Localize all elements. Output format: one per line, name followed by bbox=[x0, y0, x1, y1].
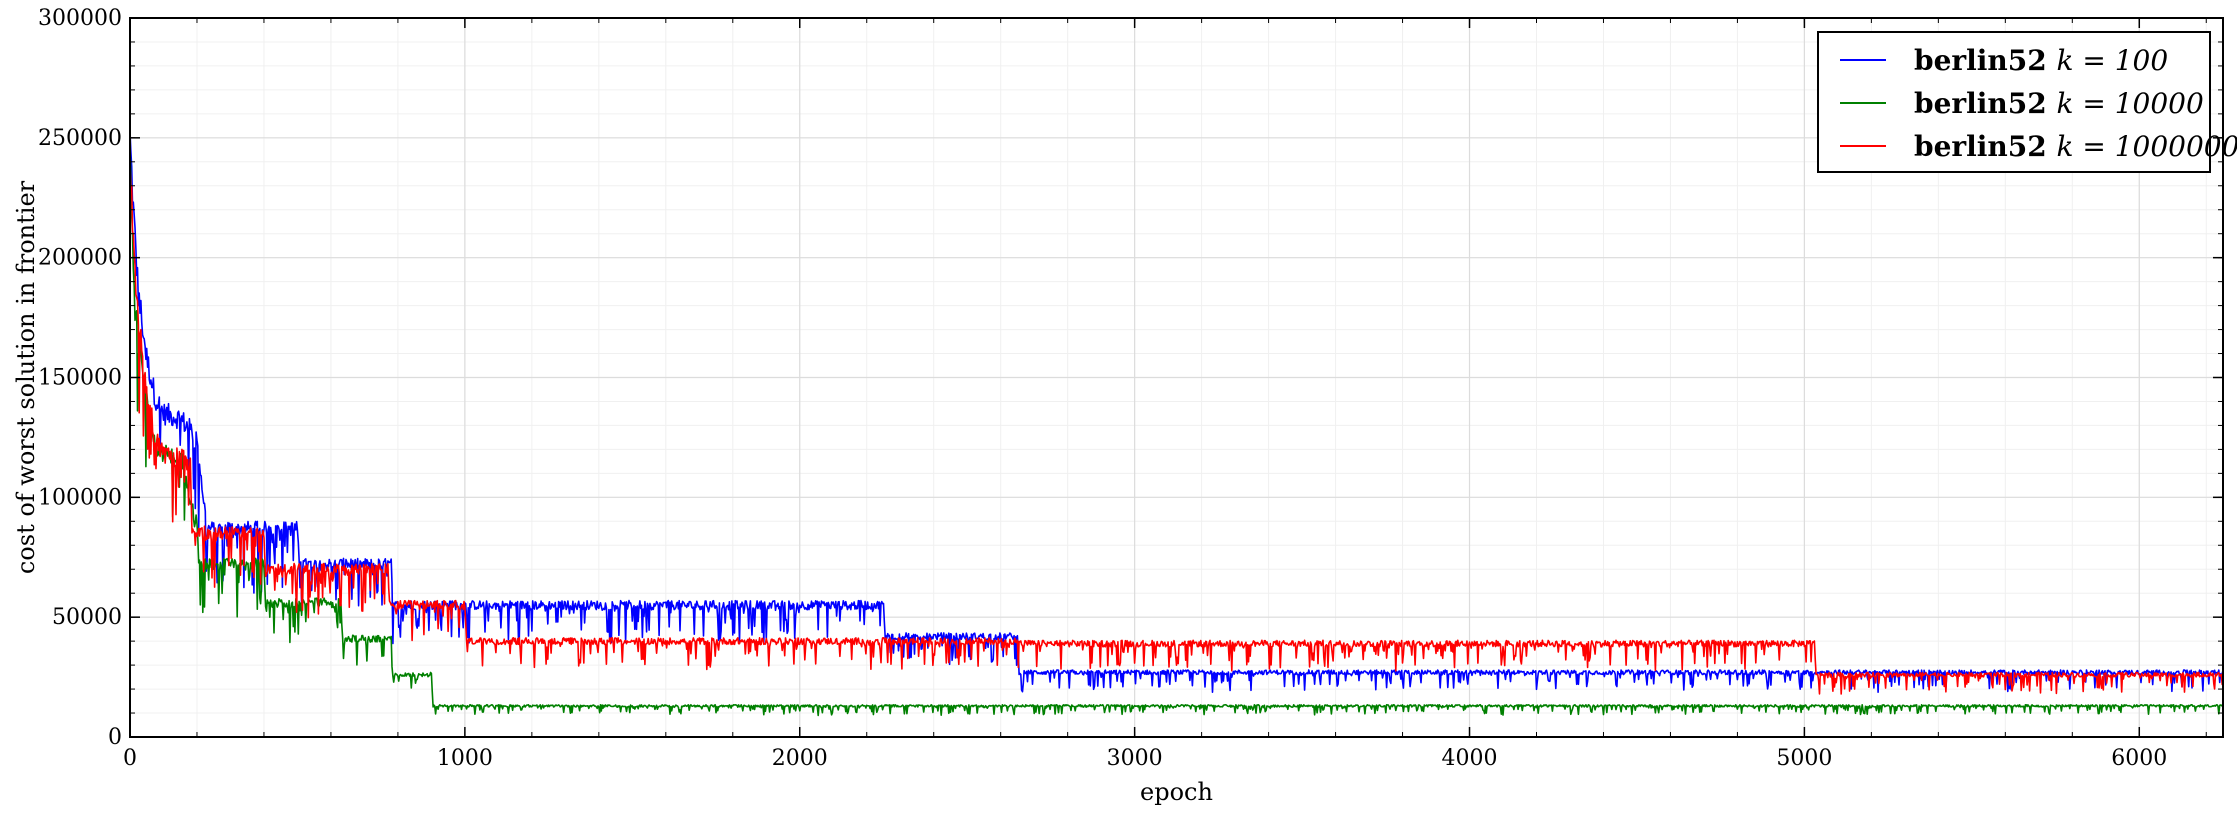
y-tick-label: 200000 bbox=[38, 246, 122, 271]
legend-label-name: berlin52 bbox=[1914, 44, 2057, 77]
y-tick-labels: 0 50000 100000 150000 200000 250000 300000 bbox=[38, 6, 122, 750]
x-tick-label: 3000 bbox=[1107, 746, 1163, 771]
x-tick-label: 6000 bbox=[2111, 746, 2167, 771]
y-tick-label: 0 bbox=[108, 725, 122, 750]
legend-label-name: berlin52 bbox=[1914, 130, 2057, 163]
legend-label-name: berlin52 bbox=[1914, 87, 2057, 120]
legend-label-param: k = 10000 bbox=[2057, 87, 2204, 120]
y-tick-label: 50000 bbox=[52, 605, 122, 630]
x-tick-labels: 0 1000 2000 3000 4000 5000 6000 bbox=[123, 746, 2167, 771]
series-line-1 bbox=[130, 144, 2223, 717]
y-tick-label: 250000 bbox=[38, 126, 122, 151]
x-axis-label: epoch bbox=[1140, 778, 1213, 806]
legend-label-param: k = 1000000 bbox=[2057, 130, 2237, 163]
legend-box bbox=[1817, 31, 2211, 173]
y-tick-label: 100000 bbox=[38, 485, 122, 510]
x-tick-label: 0 bbox=[123, 746, 137, 771]
legend-label: berlin52 k = 100 bbox=[1914, 44, 2168, 77]
series-layer bbox=[130, 131, 2223, 717]
y-tick-label: 150000 bbox=[38, 366, 122, 391]
tick-marks bbox=[129, 17, 2223, 738]
series-line-0 bbox=[130, 131, 2223, 694]
x-tick-label: 2000 bbox=[772, 746, 828, 771]
x-tick-label: 1000 bbox=[437, 746, 493, 771]
x-tick-label: 5000 bbox=[1776, 746, 1832, 771]
x-tick-label: 4000 bbox=[1442, 746, 1498, 771]
series-line-2 bbox=[130, 162, 2223, 695]
y-axis-label: cost of worst solution in frontier bbox=[12, 180, 40, 574]
y-tick-label: 300000 bbox=[38, 6, 122, 31]
legend-label: berlin52 k = 1000000 bbox=[1914, 130, 2237, 163]
legend-label: berlin52 k = 10000 bbox=[1914, 87, 2204, 120]
legend-label-param: k = 100 bbox=[2057, 44, 2169, 77]
